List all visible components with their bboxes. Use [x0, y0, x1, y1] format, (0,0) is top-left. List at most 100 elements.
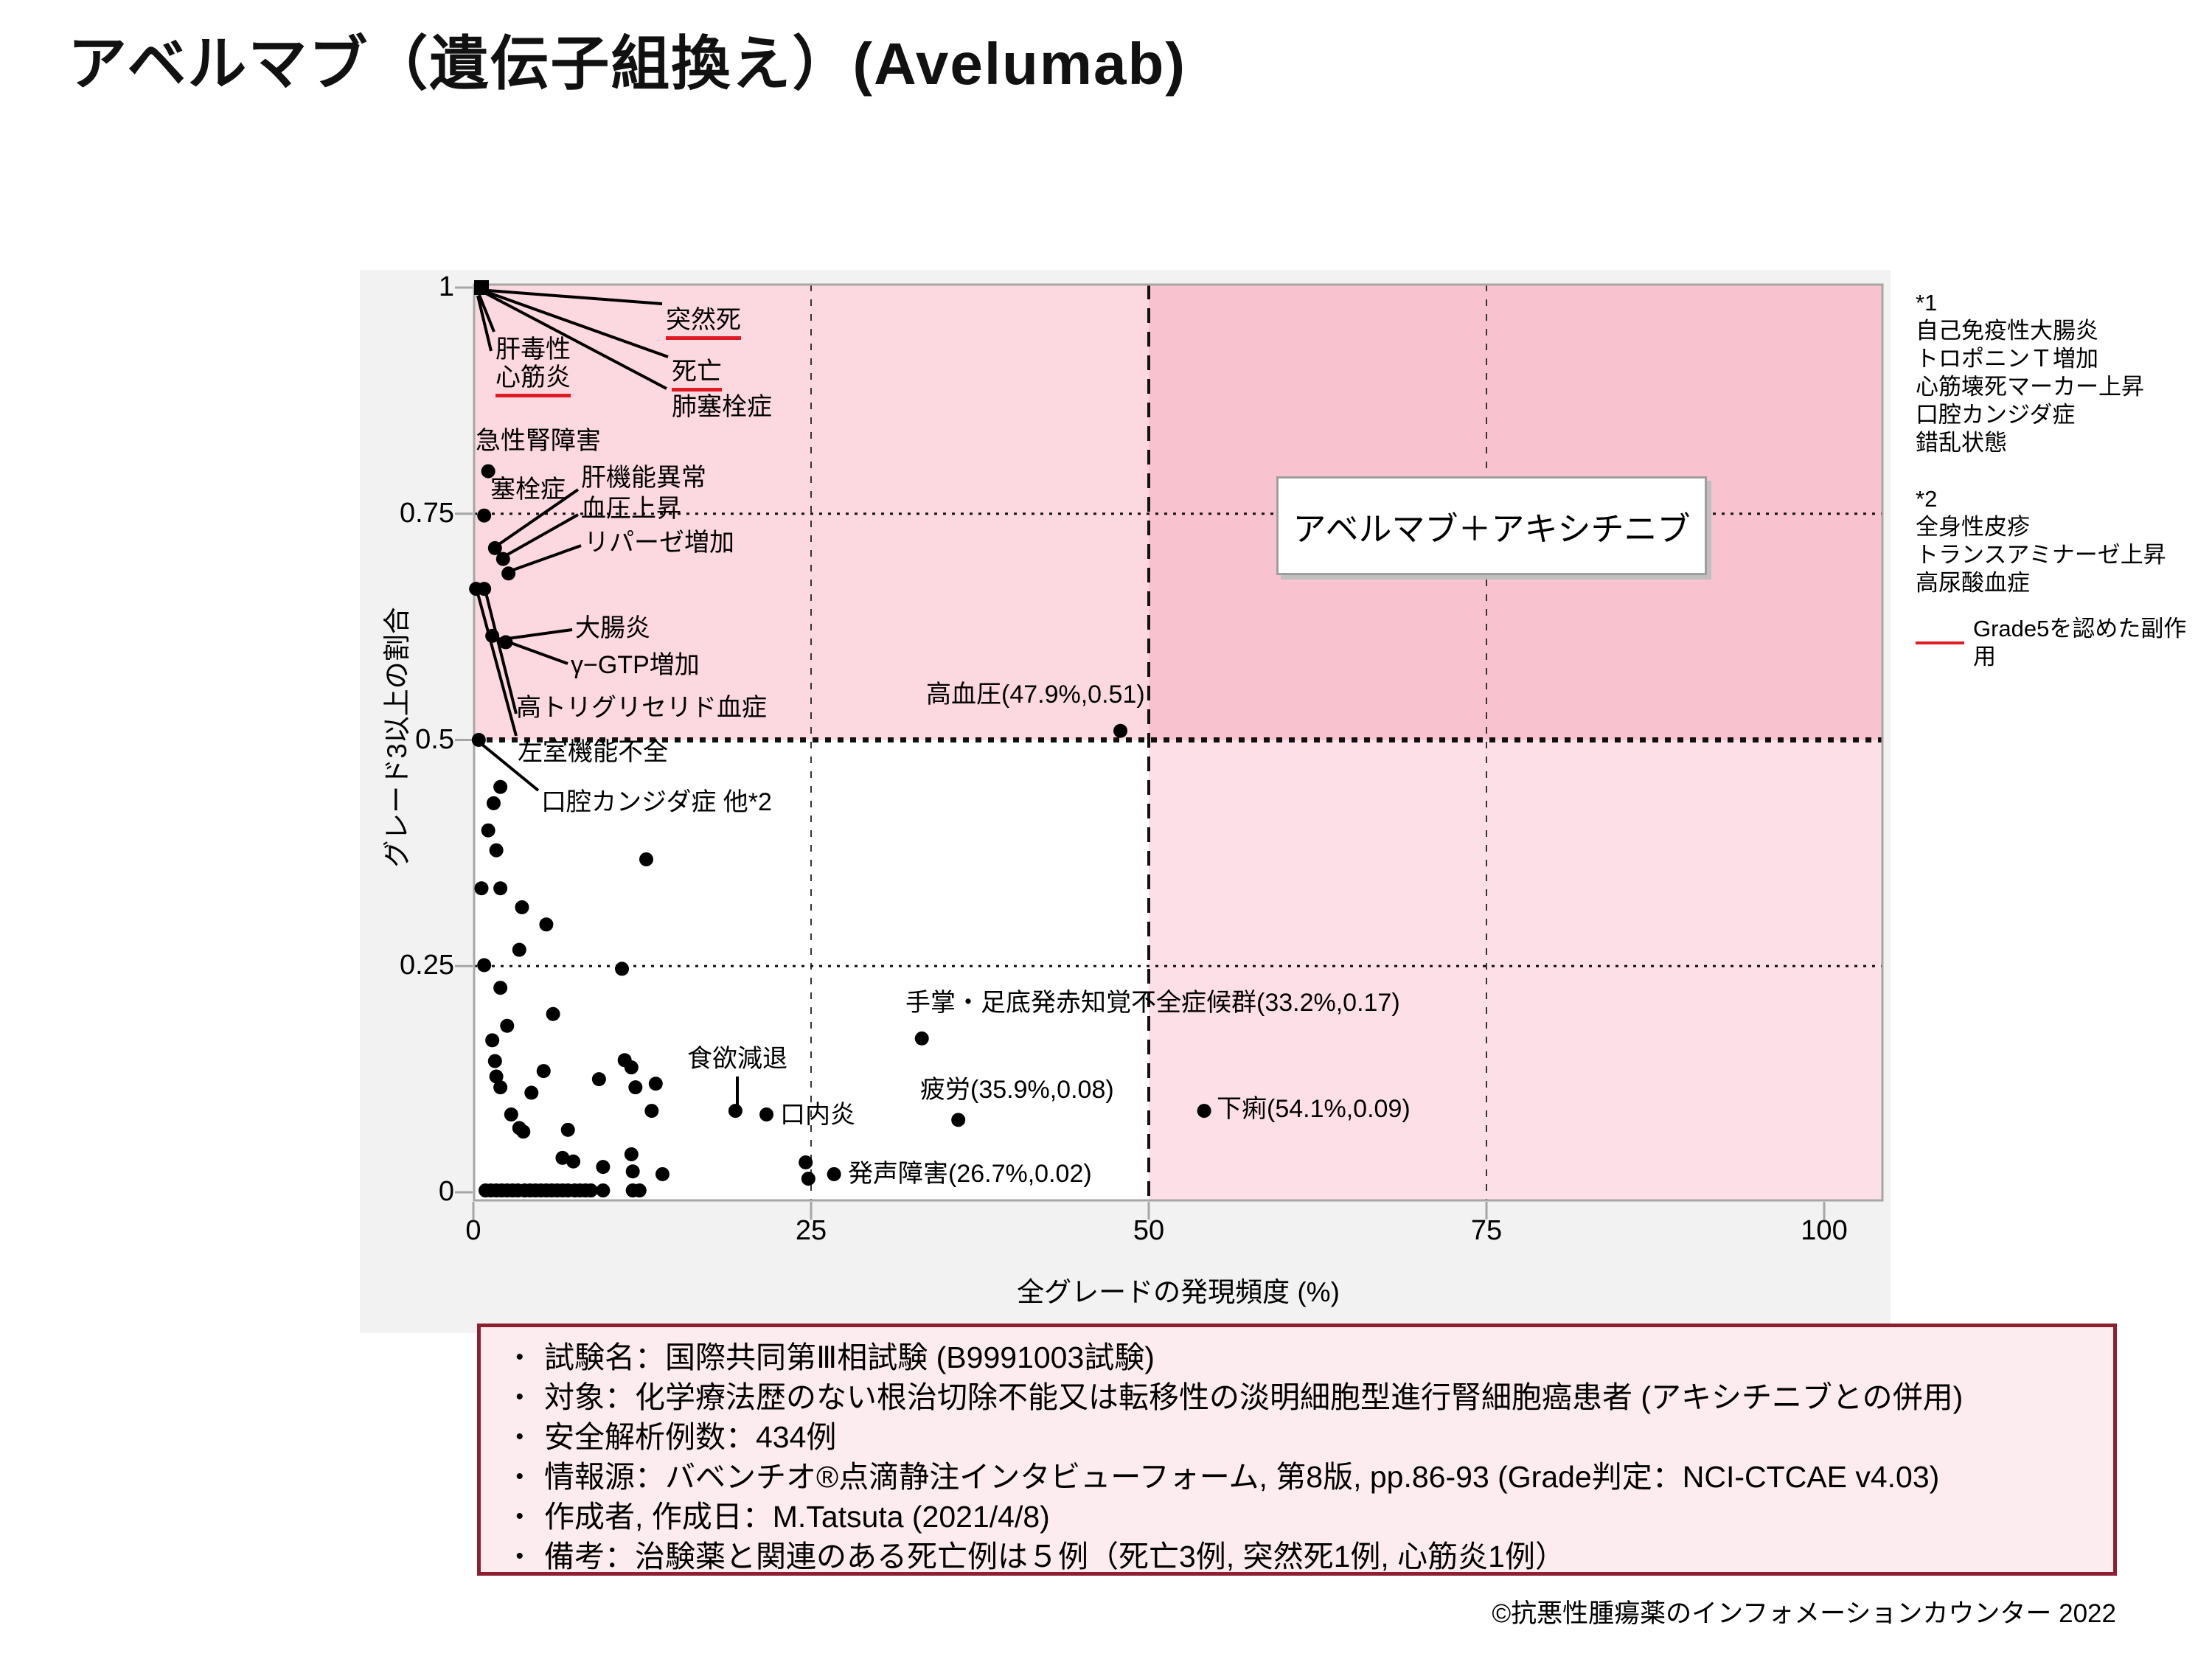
labeled-data-point	[728, 1104, 742, 1119]
bullet-icon: •	[515, 1345, 524, 1369]
labeled-data-point	[759, 1107, 774, 1121]
annotation-label: 血圧上昇	[581, 495, 681, 523]
data-point	[489, 843, 504, 858]
legend-note1-item: トロポニンＴ増加	[1916, 346, 2098, 372]
annotation-label: 食欲減退	[687, 1045, 787, 1073]
data-point	[639, 852, 653, 866]
labeled-data-point	[827, 1166, 841, 1181]
data-point	[512, 942, 526, 957]
data-point	[560, 1122, 575, 1137]
data-point	[799, 1155, 813, 1170]
quadrant-bottom-right	[1149, 740, 1882, 1200]
bullet-icon: •	[515, 1425, 524, 1449]
annotation-label: リパーゼ増加	[584, 529, 734, 557]
bullet-icon: •	[515, 1385, 524, 1409]
annotation-label: 大腸炎	[575, 614, 650, 642]
legend: *1 自己免疫性大腸炎 トロポニンＴ増加 心筋壊死マーカー上昇 口腔カンジダ症 …	[1916, 289, 2203, 671]
data-point	[546, 1006, 560, 1021]
annotation-label: γ−GTP増加	[571, 651, 700, 679]
info-text: 試験名：国際共同第Ⅲ相試験 (B9991003試験)	[544, 1340, 1155, 1374]
copyright-footer: ©抗悪性腫瘍薬のインフォメーションカウンター 2022	[1492, 1599, 2116, 1628]
labeled-data-point	[495, 552, 510, 566]
data-point	[539, 917, 554, 932]
data-point	[477, 958, 492, 973]
leader-line	[478, 294, 495, 333]
leader-line	[476, 295, 493, 352]
x-tick-label: 50	[1133, 1215, 1165, 1246]
data-point	[524, 1085, 539, 1100]
bullet-icon: •	[515, 1544, 524, 1568]
grade5-legend-row: Grade5を認めた副作用	[1916, 615, 2203, 671]
leader-line	[484, 592, 518, 714]
data-point	[474, 881, 489, 896]
info-text: 安全解析例数：434例	[544, 1420, 837, 1454]
info-text: 備考：治験薬と関連のある死亡例は５例（死亡3例, 突然死1例, 心筋炎1例）	[544, 1540, 1565, 1573]
data-point	[500, 1018, 515, 1033]
data-point	[624, 1060, 639, 1075]
info-row: • 備考：治験薬と関連のある死亡例は５例（死亡3例, 突然死1例, 心筋炎1例）	[481, 1537, 2113, 1576]
data-point	[624, 1147, 639, 1161]
data-point	[493, 981, 508, 995]
leader-line	[510, 544, 582, 572]
annotation-label: 疲労(35.9%,0.08)	[920, 1076, 1114, 1104]
legend-note2-item: 全身性皮疹	[1916, 514, 2030, 540]
legend-note1-item: 自己免疫性大腸炎	[1916, 318, 2098, 344]
legend-note1-item: 心筋壊死マーカー上昇	[1916, 374, 2144, 400]
legend-gap	[1916, 457, 2203, 485]
info-text: 作成者, 作成日：M.Tatsuta (2021/4/8)	[544, 1500, 1050, 1534]
legend-note1-item: 口腔カンジダ症	[1916, 402, 2076, 428]
leader-line	[487, 289, 663, 305]
annotation-label: 心筋炎	[495, 364, 571, 398]
info-row: • 対象：化学療法歴のない根治切除不能又は転移性の淡明細胞型進行腎細胞癌患者 (ア…	[481, 1377, 2113, 1417]
data-point	[487, 1054, 502, 1068]
info-row: • 情報源：バベンチオ®点滴静注インタビューフォーム, 第8版, pp.86-93…	[481, 1457, 2113, 1497]
annotation-label: 肝毒性	[495, 335, 571, 364]
legend-note1-title: *1	[1916, 290, 1938, 316]
data-point	[504, 1107, 518, 1121]
x-tick-label: 100	[1801, 1215, 1848, 1246]
y-tick-label: 0.25	[400, 950, 454, 981]
y-tick-label: 0.75	[400, 497, 454, 529]
data-point	[615, 961, 630, 976]
y-tick-label: 1	[438, 271, 454, 302]
data-point	[801, 1172, 815, 1186]
annotation-label: 口内炎	[780, 1101, 855, 1129]
annotation-label: 口腔カンジダ症 他*2	[541, 788, 772, 816]
data-point	[515, 900, 529, 914]
labeled-data-point	[1197, 1104, 1211, 1119]
labeled-data-point	[487, 540, 502, 555]
leader-line	[507, 628, 573, 640]
legend-note2-item: トランスアミナーゼ上昇	[1916, 542, 2166, 568]
x-axis-title: 全グレードの発現頻度 (%)	[1017, 1277, 1340, 1307]
data-point	[628, 1080, 643, 1095]
data-point	[485, 1033, 500, 1048]
leader-line	[486, 291, 669, 358]
info-row: • 作成者, 作成日：M.Tatsuta (2021/4/8)	[481, 1497, 2113, 1537]
data-point	[493, 1080, 508, 1095]
labeled-data-point	[498, 635, 513, 650]
data-point	[625, 1164, 640, 1179]
annotation-label: 塞栓症	[490, 476, 566, 504]
annotation-label: 発声障害(26.7%,0.02)	[848, 1160, 1092, 1188]
data-point	[516, 1124, 531, 1139]
annotation-label: 下痢(54.1%,0.09)	[1217, 1095, 1411, 1123]
data-point	[555, 1150, 570, 1165]
grade5-line-swatch-icon	[1916, 641, 1964, 644]
bullet-icon: •	[515, 1464, 524, 1489]
labeled-data-point	[481, 464, 495, 479]
info-text: 対象：化学療法歴のない根治切除不能又は転移性の淡明細胞型進行腎細胞癌患者 (アキ…	[544, 1380, 1964, 1414]
x-tick-label: 25	[795, 1215, 827, 1246]
labeled-data-point	[471, 733, 486, 747]
page-title: アベルマブ（遺伝子組換え）(Avelumab)	[68, 31, 1187, 97]
bullet-icon: •	[515, 1504, 524, 1528]
labeled-data-point	[501, 566, 516, 581]
annotation-label: 肺塞栓症	[672, 393, 772, 421]
info-row: • 安全解析例数：434例	[481, 1417, 2113, 1457]
annotation-label: 手掌・足底発赤知覚不全症候群(33.2%,0.17)	[905, 989, 1400, 1017]
leader-line	[495, 488, 580, 547]
x-tick-label: 0	[465, 1215, 481, 1246]
labeled-data-point	[469, 582, 484, 597]
data-point	[591, 1072, 606, 1087]
data-point	[596, 1183, 611, 1198]
labeled-data-point	[1113, 723, 1128, 738]
